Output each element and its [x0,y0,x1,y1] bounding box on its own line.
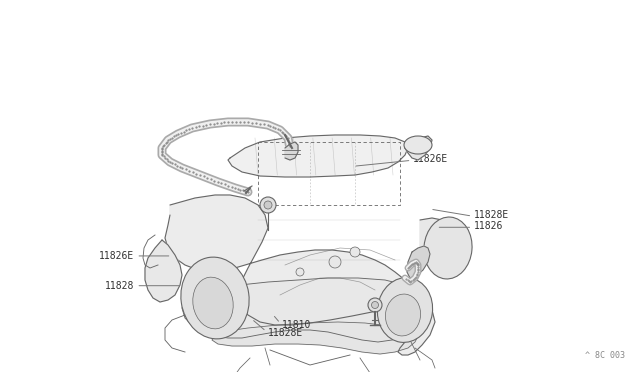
Text: 11826E: 11826E [99,251,134,261]
Polygon shape [420,218,450,268]
Text: 11826: 11826 [474,221,503,231]
Circle shape [371,301,378,308]
Ellipse shape [181,257,249,339]
Circle shape [264,201,272,209]
Polygon shape [405,136,432,160]
Polygon shape [407,246,430,278]
Text: 11828E: 11828E [268,328,303,338]
Text: ^ 8C 003: ^ 8C 003 [585,351,625,360]
Circle shape [260,197,276,213]
Ellipse shape [378,278,433,342]
Polygon shape [145,240,182,302]
Ellipse shape [193,277,233,329]
Polygon shape [165,195,435,355]
Ellipse shape [385,294,420,336]
Text: 11828E: 11828E [474,210,509,220]
Circle shape [296,268,304,276]
Circle shape [350,247,360,257]
Ellipse shape [424,217,472,279]
Text: 11828: 11828 [105,281,134,291]
Circle shape [329,256,341,268]
Circle shape [368,298,382,312]
Ellipse shape [404,136,432,154]
Polygon shape [285,142,298,160]
Text: 11810: 11810 [282,320,311,330]
Text: 11826E: 11826E [413,154,448,164]
Polygon shape [182,278,430,342]
Polygon shape [228,135,408,177]
Polygon shape [212,322,418,354]
